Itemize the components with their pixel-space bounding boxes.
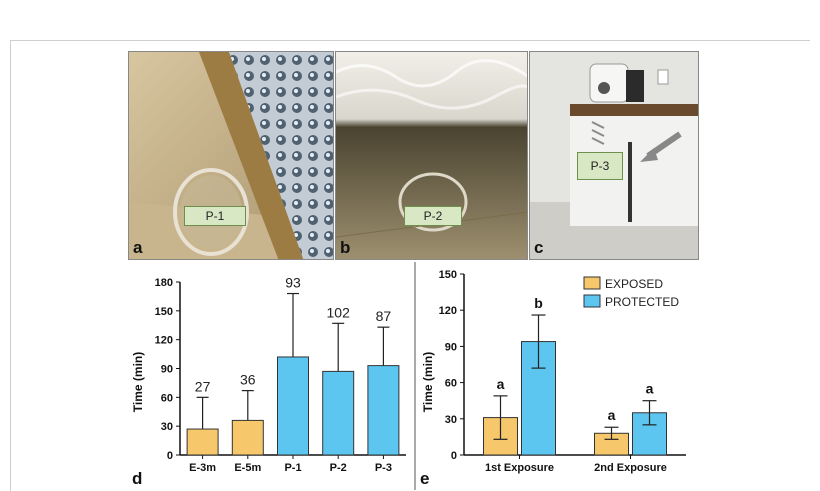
- chart-d-bar: [186, 428, 219, 456]
- chart-d-y-tick-label: 90: [161, 364, 173, 376]
- chart-e: Time (min) e 0 30 60 90 120 150 1st Exposure 2n…: [420, 269, 686, 488]
- chart-d-x-tick-label: P-1: [284, 462, 301, 474]
- photo-b: P-2 b: [335, 51, 528, 260]
- panel-letter-d: d: [132, 469, 142, 488]
- photo-b-image: [336, 52, 527, 259]
- chart-d-bar: [231, 419, 264, 456]
- chart-e-x-tick-label: 1st Exposure: [485, 462, 554, 474]
- chart-e-y-tick-label: 120: [439, 305, 457, 317]
- photo-a: P-1 a: [128, 51, 334, 260]
- chart-e-y-tick-label: 30: [445, 414, 457, 426]
- chart-d: Time (min) d 0 30 60 90 120 150 180 E-3m E-5m P-1…: [131, 262, 416, 490]
- chart-d-data-label: 36: [240, 372, 256, 388]
- chart-d-bar: [277, 356, 309, 456]
- chart-e-x-tick-label: 2nd Exposure: [594, 462, 667, 474]
- chart-e-y-tick-label: 60: [445, 378, 457, 390]
- chart-e-legend-swatch: [583, 294, 601, 308]
- chart-d-bar: [322, 370, 355, 456]
- chart-d-y-tick-label: 60: [161, 392, 173, 404]
- photo-a-image: [129, 52, 333, 259]
- chart-d-axes: 0 30 60 90 120 150 180 E-3m E-5m P-1 P-2 P-3: [155, 277, 406, 474]
- chart-d-y-tick-label: 0: [167, 450, 173, 462]
- chart-d-data-label: 27: [195, 378, 211, 394]
- chart-d-y-tick-label: 120: [155, 335, 173, 347]
- chart-e-significance-letter: a: [646, 381, 654, 397]
- chart-e-y-tick-label: 0: [451, 450, 457, 462]
- chart-e-legend-swatch: [583, 276, 601, 290]
- chart-d-y-tick-label: 30: [161, 421, 173, 433]
- figure-frame: [10, 40, 810, 491]
- chart-e-significance-letter: a: [497, 376, 505, 392]
- photo-c: P-3 c: [529, 51, 699, 260]
- panel-letter-b: b: [340, 238, 351, 257]
- chart-d-data-label: 87: [376, 308, 392, 324]
- chart-e-y-tick-label: 150: [439, 269, 457, 281]
- chart-e-legend: EXPOSED PROTECTED: [583, 276, 679, 309]
- chart-e-significance-letter: a: [608, 407, 616, 423]
- chart-d-data-label: 102: [327, 304, 351, 320]
- panel-letter-a: a: [133, 238, 143, 257]
- chart-d-y-tick-label: 150: [155, 306, 173, 318]
- panel-letter-e: e: [420, 469, 429, 488]
- chart-d-data-label: 93: [285, 275, 301, 291]
- chart-d-x-tick-label: E-5m: [234, 462, 261, 474]
- chart-d-x-tick-label: P-2: [330, 462, 347, 474]
- chart-d-x-tick-label: P-3: [375, 462, 392, 474]
- chart-e-axes: 0 30 60 90 120 150 1st Exposure 2nd Exposure: [439, 269, 686, 474]
- photo-b-label: P-2: [404, 206, 462, 226]
- chart-e-ylabel: Time (min): [421, 352, 435, 412]
- photo-c-label: P-3: [577, 152, 623, 180]
- chart-d-y-tick-label: 180: [155, 277, 173, 289]
- photo-a-label: P-1: [184, 206, 246, 226]
- panel-letter-c: c: [534, 238, 544, 257]
- chart-d-bar: [367, 365, 400, 456]
- chart-e-legend-label: EXPOSED: [605, 277, 663, 291]
- chart-e-significance-letter: b: [534, 295, 543, 311]
- chart-e-legend-label: PROTECTED: [605, 295, 679, 309]
- chart-e-bars: a b a a: [483, 295, 667, 456]
- chart-d-bars: 27 36 93 102 87: [186, 275, 400, 456]
- photo-c-image: [530, 52, 698, 259]
- chart-d-x-tick-label: E-3m: [189, 462, 216, 474]
- chart-e-y-tick-label: 90: [445, 341, 457, 353]
- chart-d-ylabel: Time (min): [131, 352, 145, 412]
